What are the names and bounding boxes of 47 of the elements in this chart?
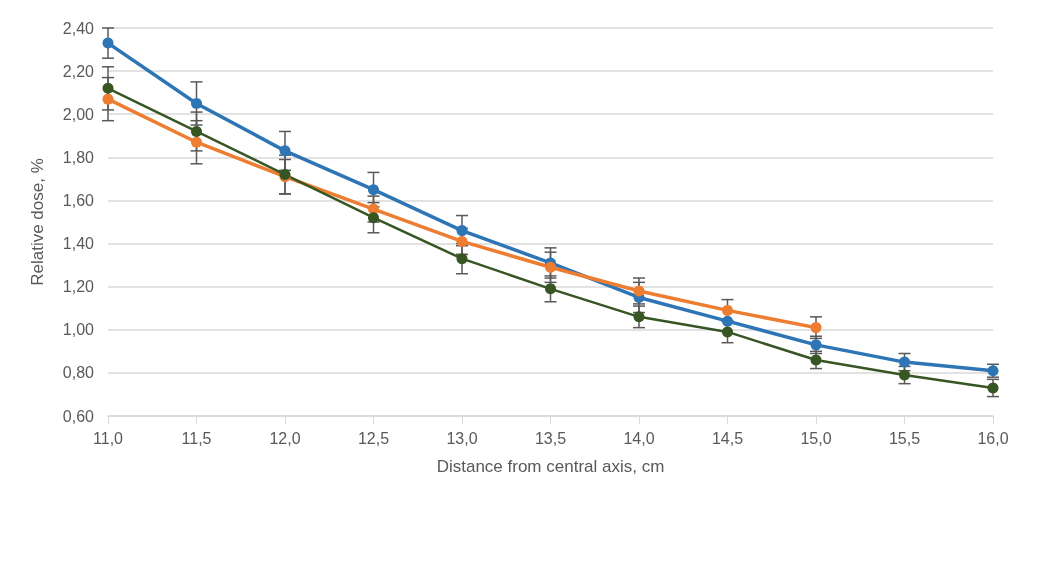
- y-tick-label: 1,00: [62, 321, 95, 339]
- point: [102, 93, 114, 105]
- x-axis-title: Distance from central axis, cm: [436, 457, 665, 476]
- y-tick-label: 1,20: [62, 278, 95, 296]
- point: [810, 354, 822, 366]
- y-tick-label: 2,20: [62, 62, 95, 80]
- point: [102, 82, 114, 94]
- point: [368, 184, 379, 196]
- point: [545, 261, 556, 273]
- x-tick-label: 16,0: [977, 429, 1009, 447]
- x-tick-label: 13,0: [446, 429, 478, 447]
- x-tick-label: 12,5: [357, 429, 390, 447]
- y-tick-label: 2,40: [62, 19, 95, 37]
- x-tick-label: 13,5: [534, 429, 567, 447]
- point: [191, 136, 202, 148]
- point: [545, 283, 556, 295]
- y-tick-label: 1,60: [62, 191, 95, 209]
- point: [899, 369, 910, 381]
- point: [987, 382, 999, 394]
- point: [368, 212, 379, 224]
- y-tick-label: 0,60: [62, 407, 95, 425]
- point: [456, 235, 468, 247]
- point: [191, 97, 202, 109]
- point: [456, 253, 468, 265]
- point: [722, 315, 733, 327]
- point: [899, 356, 910, 368]
- x-tick-label: 11,5: [181, 429, 212, 447]
- point: [456, 225, 468, 237]
- x-tick-label: 12,0: [269, 429, 301, 447]
- point: [102, 37, 114, 49]
- point: [810, 339, 822, 351]
- y-tick-label: 0,80: [62, 364, 95, 382]
- point: [191, 125, 202, 137]
- y-axis-title: Relative dose, %: [28, 158, 47, 286]
- point: [722, 304, 733, 316]
- y-tick-label: 1,40: [62, 235, 95, 253]
- x-tick-label: 14,5: [711, 429, 744, 447]
- x-tick-label: 14,0: [623, 429, 655, 447]
- x-tick-label: 15,0: [800, 429, 832, 447]
- y-tick-label: 2,00: [62, 105, 95, 123]
- point: [633, 285, 645, 297]
- y-tick-label: 1,80: [62, 148, 95, 166]
- x-tick-label: 15,5: [888, 429, 921, 447]
- x-tick-label: 11,0: [93, 429, 124, 447]
- point: [722, 326, 733, 338]
- point: [279, 145, 291, 157]
- point: [633, 311, 645, 323]
